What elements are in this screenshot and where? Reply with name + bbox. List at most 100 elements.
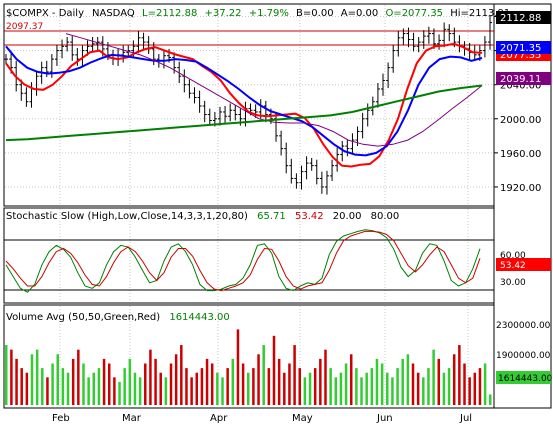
volume-bar	[293, 345, 296, 405]
volume-bar	[123, 368, 126, 405]
volume-bar	[92, 372, 96, 405]
price-tag	[496, 41, 551, 54]
header-title: $COMPX - Daily NASDAQ	[6, 8, 135, 19]
volume-bar	[159, 372, 162, 405]
x-axis-month-label: Mar	[122, 413, 142, 424]
stochastic-panel	[3, 207, 495, 304]
volume-bar	[355, 368, 358, 405]
volume-bar	[303, 377, 307, 405]
ma-line-ma-red	[5, 42, 483, 168]
volume-bar	[422, 377, 425, 405]
x-axis-month-label: Jun	[376, 413, 393, 424]
volume-bar	[329, 368, 332, 405]
volume-bar	[283, 372, 286, 405]
volume-bar	[174, 354, 178, 405]
volume-bar	[144, 363, 147, 405]
volume-bar	[396, 368, 399, 405]
x-axis-month-label: Jul	[459, 413, 472, 424]
stoch-axis-tick-30: 30.00	[500, 278, 526, 288]
price-bars	[4, 15, 492, 195]
volume-bar	[205, 358, 209, 405]
ma-line-ma-blue	[5, 45, 483, 157]
volume-bar	[483, 363, 487, 405]
volume-bar	[272, 335, 276, 405]
volume-bar	[241, 363, 245, 405]
stoch-tag-label: 53.42	[500, 261, 526, 271]
x-axis-month-label: Feb	[52, 413, 70, 424]
x-axis: Feb Mar Apr May Jun Jul	[52, 413, 472, 424]
price-axis-tick-label: 1920.00	[500, 183, 541, 194]
stoch-d-line	[5, 230, 481, 292]
price-axis-tick-label: 2000.00	[500, 115, 541, 126]
volume-bar	[41, 368, 44, 405]
volume-bar	[164, 377, 168, 405]
volume-tag-label: 1614443.00	[498, 374, 553, 384]
volume-bar	[386, 372, 389, 405]
moving-averages	[5, 33, 483, 168]
volume-bar	[190, 377, 193, 405]
volume-bar	[360, 377, 363, 405]
volume-bar	[478, 368, 482, 405]
volume-bar	[375, 358, 379, 405]
volume-bar	[468, 377, 471, 405]
volume-bar	[411, 363, 415, 405]
volume-bar	[15, 358, 18, 405]
stoch-title: Stochastic Slow (High,Low,Close,14,3,3,1…	[6, 211, 399, 222]
volume-axis-tick-2300000: 2300000.00	[496, 321, 551, 331]
volume-bar	[298, 368, 301, 405]
volume-bar	[5, 345, 8, 405]
volume-bar	[180, 345, 183, 405]
volume-bar	[10, 349, 13, 405]
volume-bar	[236, 329, 240, 405]
volume-bar	[200, 368, 204, 405]
stoch-axis-tick-60: 60.00	[500, 251, 526, 261]
volume-bar	[437, 358, 441, 405]
volume-bar	[458, 345, 461, 405]
x-axis-month-label: Apr	[210, 413, 228, 424]
volume-bar	[262, 345, 265, 405]
volume-bar	[35, 349, 39, 405]
volume-bar	[288, 363, 291, 405]
volume-bar	[97, 368, 101, 405]
volume-bars	[5, 329, 492, 405]
price-axis-tick-label: 1960.00	[500, 149, 541, 160]
volume-bar	[339, 372, 343, 405]
volume-bar	[210, 363, 214, 405]
volume-bar	[82, 363, 85, 405]
volume-bar	[267, 368, 271, 405]
volume-bar	[370, 368, 374, 405]
volume-tag	[496, 371, 551, 384]
volume-bar	[447, 368, 451, 405]
volume-bar	[149, 349, 152, 405]
volume-bar	[113, 377, 116, 405]
volume-bar	[107, 363, 111, 405]
price-tag	[496, 11, 551, 24]
stoch-tag	[496, 258, 551, 271]
right-axis-panel	[493, 3, 552, 409]
volume-bar	[401, 358, 404, 405]
volume-bar	[463, 363, 466, 405]
volume-title: Volume Avg (50,50,Green,Red) 1614443.00	[6, 312, 230, 323]
volume-bar	[169, 363, 173, 405]
volume-bar	[247, 372, 250, 405]
ma-line-ma-green	[5, 84, 483, 142]
volume-bar	[226, 368, 229, 405]
volume-bar	[349, 354, 353, 405]
volume-bar	[71, 358, 75, 405]
volume-bar	[442, 372, 446, 405]
price-tag-label: 2039.11	[500, 74, 541, 85]
volume-bar	[154, 358, 157, 405]
volume-bar	[257, 354, 260, 405]
volume-bar	[221, 377, 224, 405]
volume-bar	[489, 394, 492, 405]
volume-bar	[308, 372, 312, 405]
x-axis-month-label: May	[292, 413, 313, 424]
reference-label: 2097.37	[6, 22, 43, 32]
volume-bar	[128, 358, 132, 405]
volume-bar	[195, 372, 199, 405]
price-tag-label: 2071.35	[500, 43, 541, 54]
volume-bar	[56, 354, 59, 405]
